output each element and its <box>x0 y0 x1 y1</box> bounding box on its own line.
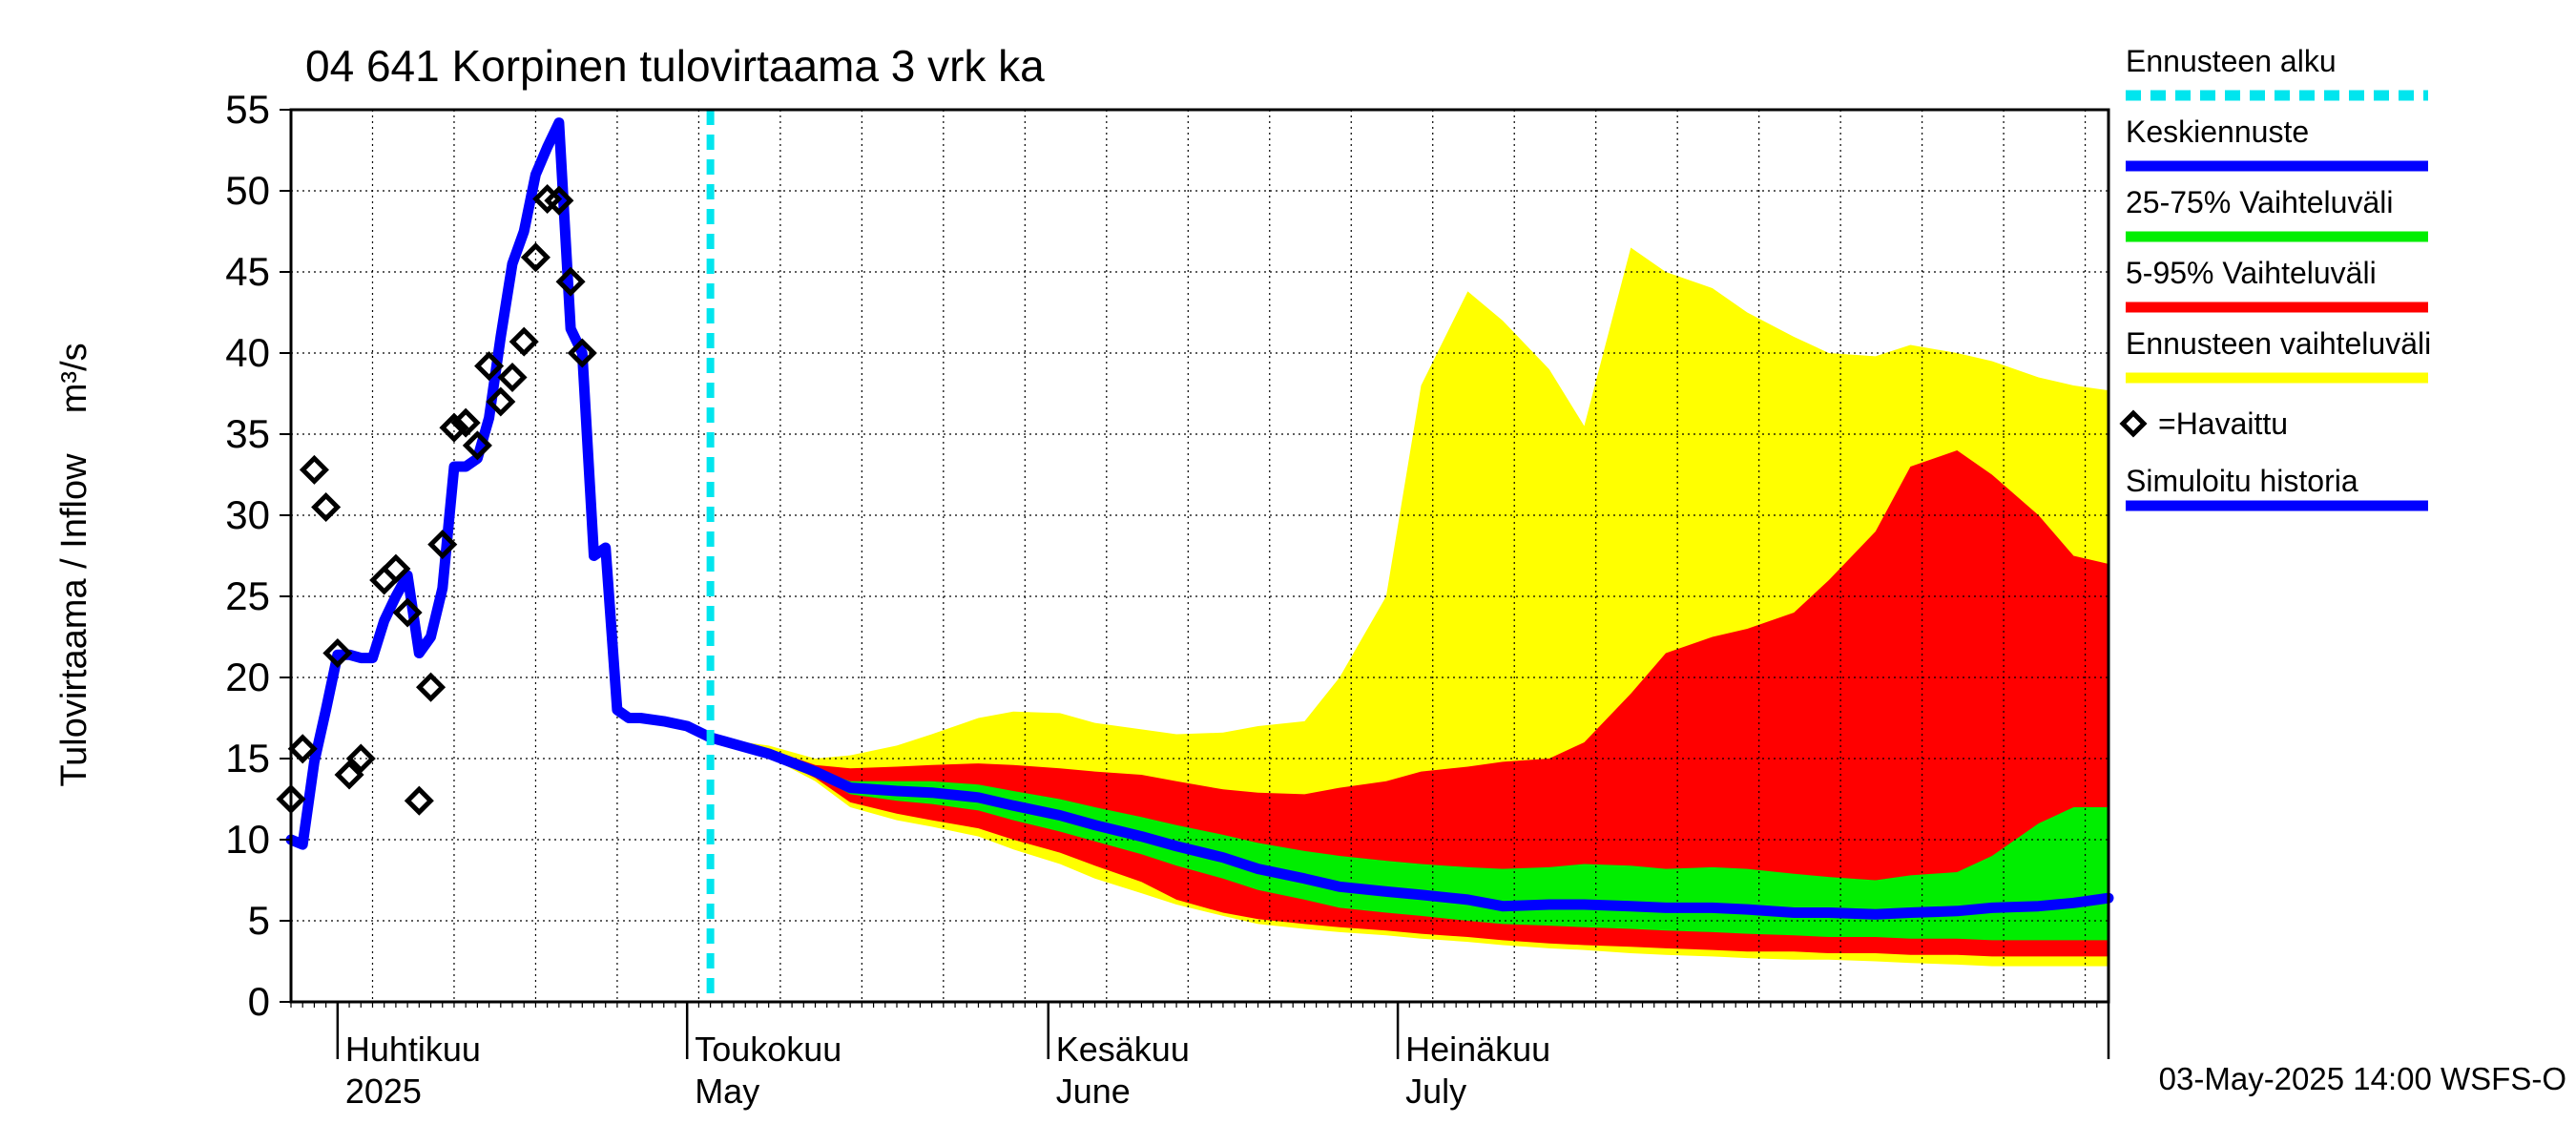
observed-point <box>509 326 539 357</box>
y-tick-label: 30 <box>225 492 270 537</box>
x-month-label-fi: Huhtikuu <box>345 1030 481 1069</box>
observed-point <box>322 637 353 669</box>
observed-point <box>555 266 586 297</box>
observed-point <box>567 338 597 368</box>
y-tick-label: 50 <box>225 168 270 213</box>
legend-label: 5-95% Vaihteluväli <box>2126 256 2377 290</box>
y-tick-label: 55 <box>225 87 270 132</box>
observed-point <box>439 412 469 443</box>
observed-point <box>334 760 364 790</box>
y-tick-label: 0 <box>248 979 270 1024</box>
legend-label: Ennusteen vaihteluväli <box>2126 326 2431 361</box>
observed-point <box>462 430 492 461</box>
observed-point <box>345 743 376 774</box>
observed-point <box>486 386 516 417</box>
y-tick-label: 15 <box>225 736 270 781</box>
observed-point <box>497 362 528 393</box>
chart-title: 04 641 Korpinen tulovirtaama 3 vrk ka <box>305 41 1045 91</box>
observed-point <box>299 454 329 485</box>
y-tick-label: 35 <box>225 411 270 456</box>
x-month-label-fi: Kesäkuu <box>1056 1030 1190 1069</box>
legend-label: Simuloitu historia <box>2126 464 2358 498</box>
series-lines <box>276 110 2114 1002</box>
observed-point <box>416 672 447 702</box>
y-tick-label: 10 <box>225 817 270 862</box>
y-tick-label: 20 <box>225 655 270 699</box>
x-month-label-en: May <box>695 1072 759 1111</box>
observed-point <box>450 407 481 438</box>
y-tick-label: 25 <box>225 573 270 618</box>
observed-point <box>392 597 423 628</box>
legend-label: Keskiennuste <box>2126 114 2309 149</box>
legend-label: 25-75% Vaihteluväli <box>2126 185 2393 219</box>
y-tick-label: 45 <box>225 249 270 294</box>
x-month-label-en: 2025 <box>345 1072 422 1111</box>
forecast-median-line <box>705 732 2114 920</box>
observed-point <box>427 530 458 560</box>
y-tick-label: 40 <box>225 330 270 375</box>
observed-point <box>311 491 342 523</box>
observed-point <box>544 185 574 216</box>
legend-label: Ennusteen alku <box>2126 44 2337 78</box>
x-month-label-fi: Toukokuu <box>695 1030 841 1069</box>
x-month-label-fi: Heinäkuu <box>1405 1030 1550 1069</box>
observed-point <box>520 242 551 273</box>
observed-point <box>474 351 505 382</box>
legend: Ennusteen alku Keskiennuste 25-75% Vaihtel… <box>2119 44 2431 511</box>
observed-point <box>404 785 434 816</box>
timestamp-label: 03-May-2025 14:00 WSFS-O <box>2159 1061 2566 1096</box>
y-axis-label: Tulovirtaama / Inflow m³/s <box>54 343 94 786</box>
x-month-label-en: June <box>1056 1072 1131 1111</box>
y-tick-label: 5 <box>248 898 270 943</box>
legend-label: =Havaittu <box>2158 406 2288 441</box>
x-month-label-en: July <box>1405 1072 1466 1111</box>
legend-diamond-icon <box>2119 409 2148 438</box>
observed-point <box>287 734 318 764</box>
axes: 0510152025303540455055Huhtikuu2025Toukok… <box>225 87 2110 1111</box>
observed-point <box>381 553 411 584</box>
